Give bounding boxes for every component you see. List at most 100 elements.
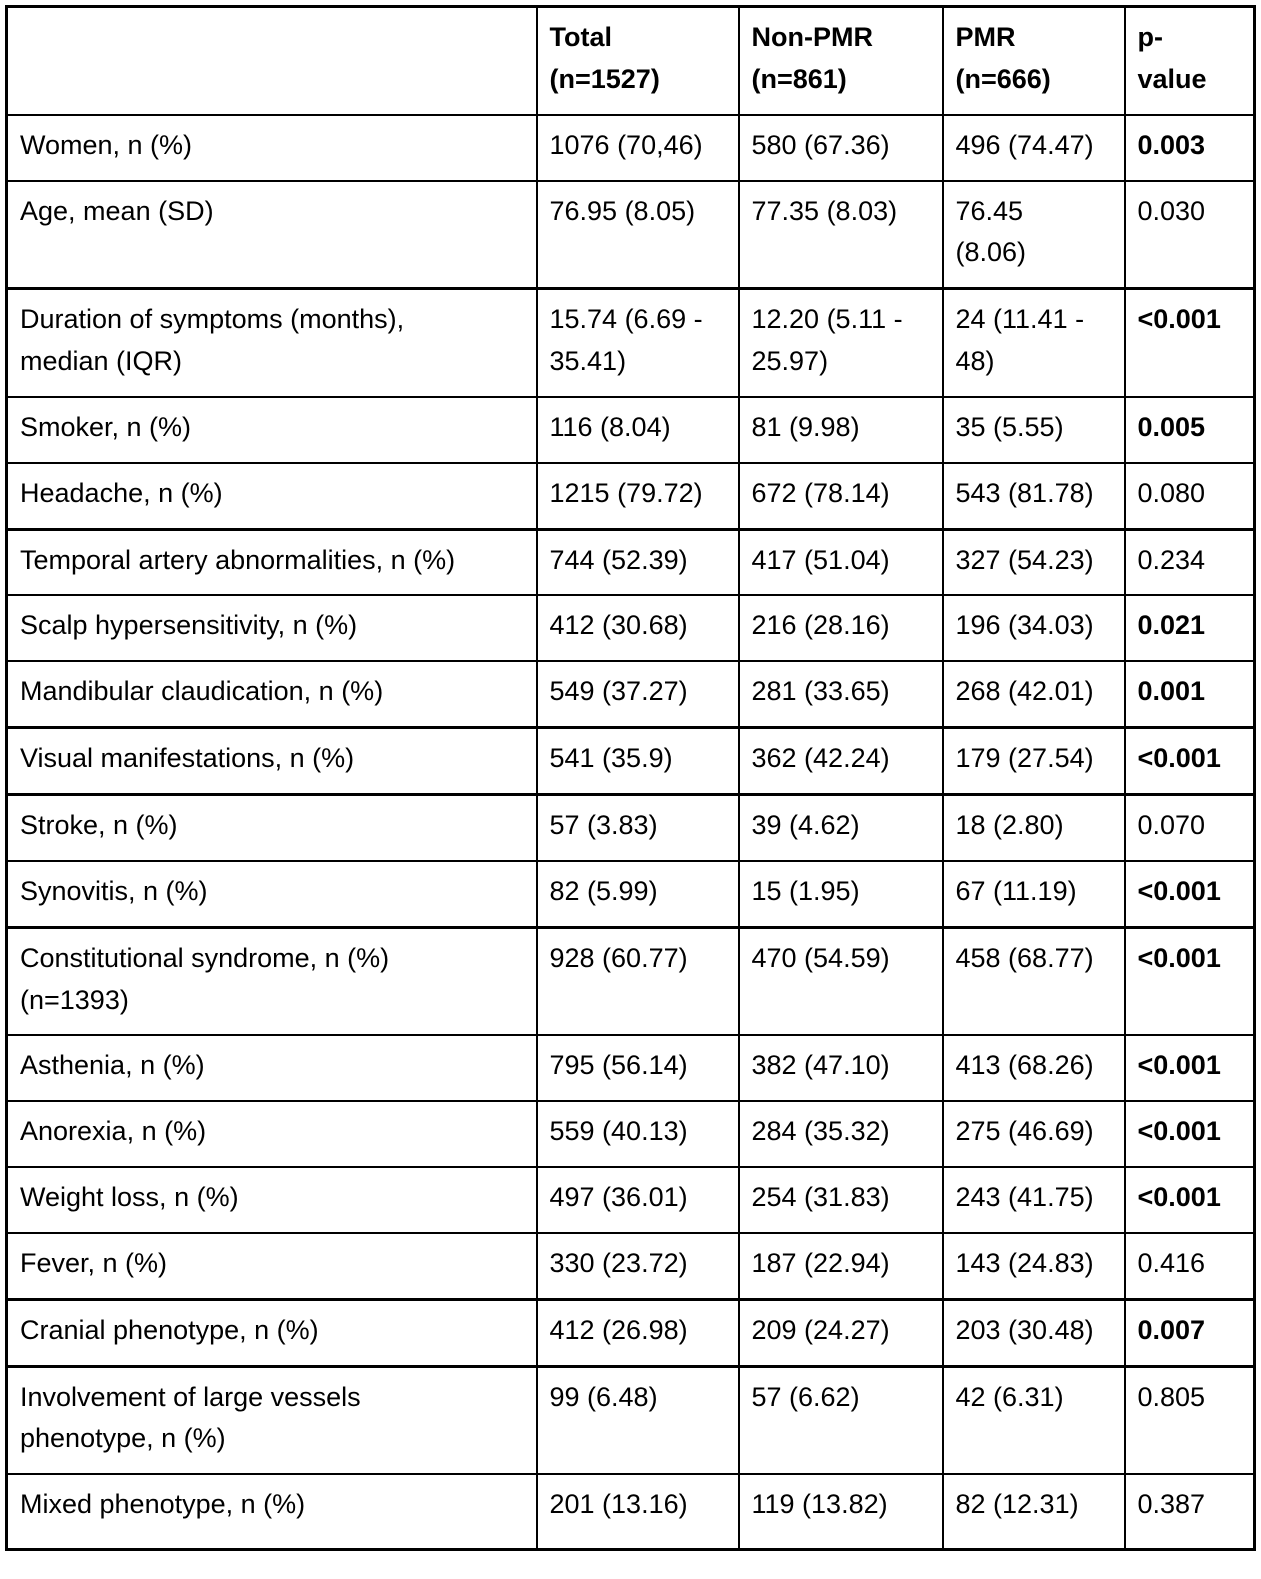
pmr-cell: 76.45 (8.06) (941, 179, 1126, 290)
non-pmr-cell: 15 (1.95) (737, 859, 944, 929)
row-label-cell: Smoker, n (%) (5, 395, 538, 464)
row-label-cell: Temporal artery abnormalities, n (%) (5, 527, 538, 597)
table-row: Age, mean (SD) 76.95 (8.05) 77.35 (8.03) 76… (5, 179, 1256, 290)
pmr-cell: 196 (34.03) (941, 594, 1126, 663)
non-pmr-cell: 470 (54.59) (737, 925, 944, 1037)
total-cell: 412 (30.68) (535, 594, 740, 663)
p-value-cell: 0.234 (1123, 527, 1256, 597)
table-row: Mixed phenotype, n (%) 201 (13.16) 119 (13… (5, 1473, 1256, 1551)
total-cell: 744 (52.39) (535, 527, 740, 597)
pmr-cell: 203 (30.48) (941, 1297, 1126, 1368)
total-cell: 1215 (79.72) (535, 461, 740, 531)
pmr-cell: 496 (74.47) (941, 113, 1126, 182)
row-label-cell: Headache, n (%) (5, 461, 538, 531)
non-pmr-cell: 209 (24.27) (737, 1297, 944, 1368)
p-value-cell: <0.001 (1123, 726, 1256, 796)
non-pmr-cell: 362 (42.24) (737, 726, 944, 796)
row-label-cell: Synovitis, n (%) (5, 859, 538, 929)
pmr-cell: 82 (12.31) (941, 1473, 1126, 1551)
table-row: Involvement of large vessels phenotype, … (5, 1364, 1256, 1476)
p-value-cell: <0.001 (1123, 1034, 1256, 1103)
pmr-cell: 42 (6.31) (941, 1364, 1126, 1476)
table-row: Anorexia, n (%) 559 (40.13) 284 (35.32) 275… (5, 1100, 1256, 1169)
non-pmr-cell: 12.20 (5.11 - 25.97) (737, 287, 944, 398)
non-pmr-cell: 77.35 (8.03) (737, 179, 944, 290)
table-row: Headache, n (%) 1215 (79.72) 672 (78.14) 54… (5, 461, 1256, 531)
non-pmr-cell: 57 (6.62) (737, 1364, 944, 1476)
table-row: Cranial phenotype, n (%) 412 (26.98) 209 (… (5, 1297, 1256, 1368)
column-header-total: Total (n=1527) (535, 5, 740, 116)
row-label-cell: Mandibular claudication, n (%) (5, 660, 538, 729)
non-pmr-cell: 382 (47.10) (737, 1034, 944, 1103)
row-label-cell: Anorexia, n (%) (5, 1100, 538, 1169)
non-pmr-cell: 417 (51.04) (737, 527, 944, 597)
total-cell: 15.74 (6.69 - 35.41) (535, 287, 740, 398)
p-value-cell: 0.007 (1123, 1297, 1256, 1368)
total-cell: 99 (6.48) (535, 1364, 740, 1476)
p-value-cell: 0.003 (1123, 113, 1256, 182)
p-value-cell: 0.021 (1123, 594, 1256, 663)
p-value-cell: 0.416 (1123, 1231, 1256, 1301)
row-label-cell: Women, n (%) (5, 113, 538, 182)
table-row: Smoker, n (%) 116 (8.04) 81 (9.98) 35 (5.55… (5, 395, 1256, 464)
row-label-cell: Cranial phenotype, n (%) (5, 1297, 538, 1368)
p-value-cell: <0.001 (1123, 859, 1256, 929)
total-cell: 795 (56.14) (535, 1034, 740, 1103)
total-cell: 412 (26.98) (535, 1297, 740, 1368)
p-value-cell: 0.805 (1123, 1364, 1256, 1476)
table-row: Weight loss, n (%) 497 (36.01) 254 (31.83)… (5, 1166, 1256, 1234)
column-header-p-value: p- value (1123, 5, 1256, 116)
pmr-cell: 327 (54.23) (941, 527, 1126, 597)
p-value-cell: 0.005 (1123, 395, 1256, 464)
table-row: Asthenia, n (%) 795 (56.14) 382 (47.10) 413… (5, 1034, 1256, 1103)
row-label-cell: Stroke, n (%) (5, 792, 538, 862)
header-row: Total (n=1527) Non-PMR (n=861) PMR (n=66… (5, 5, 1256, 116)
non-pmr-cell: 216 (28.16) (737, 594, 944, 663)
row-label-cell: Visual manifestations, n (%) (5, 726, 538, 796)
column-header-pmr: PMR (n=666) (941, 5, 1126, 116)
row-label-cell: Age, mean (SD) (5, 179, 538, 290)
non-pmr-cell: 254 (31.83) (737, 1166, 944, 1234)
pmr-cell: 543 (81.78) (941, 461, 1126, 531)
p-value-cell: <0.001 (1123, 1100, 1256, 1169)
p-value-cell: <0.001 (1123, 925, 1256, 1037)
table-row: Temporal artery abnormalities, n (%) 744 … (5, 527, 1256, 597)
row-label-cell: Constitutional syndrome, n (%) (n=1393) (5, 925, 538, 1037)
pmr-cell: 275 (46.69) (941, 1100, 1126, 1169)
row-label-cell: Scalp hypersensitivity, n (%) (5, 594, 538, 663)
row-label-cell: Duration of symptoms (months), median (I… (5, 287, 538, 398)
total-cell: 330 (23.72) (535, 1231, 740, 1301)
column-header-non-pmr: Non-PMR (n=861) (737, 5, 944, 116)
table-row: Visual manifestations, n (%) 541 (35.9) 36… (5, 726, 1256, 796)
p-value-cell: 0.080 (1123, 461, 1256, 531)
table-body: Women, n (%) 1076 (70,46) 580 (67.36) 496 (… (5, 113, 1256, 1551)
total-cell: 559 (40.13) (535, 1100, 740, 1169)
non-pmr-cell: 81 (9.98) (737, 395, 944, 464)
p-value-cell: 0.070 (1123, 792, 1256, 862)
p-value-cell: <0.001 (1123, 1166, 1256, 1234)
non-pmr-cell: 281 (33.65) (737, 660, 944, 729)
row-label-cell: Asthenia, n (%) (5, 1034, 538, 1103)
total-cell: 116 (8.04) (535, 395, 740, 464)
p-value-cell: <0.001 (1123, 287, 1256, 398)
pmr-cell: 243 (41.75) (941, 1166, 1126, 1234)
pmr-cell: 18 (2.80) (941, 792, 1126, 862)
non-pmr-cell: 672 (78.14) (737, 461, 944, 531)
non-pmr-cell: 284 (35.32) (737, 1100, 944, 1169)
p-value-cell: 0.001 (1123, 660, 1256, 729)
pmr-cell: 67 (11.19) (941, 859, 1126, 929)
column-header-empty (5, 5, 538, 116)
pmr-cell: 413 (68.26) (941, 1034, 1126, 1103)
non-pmr-cell: 39 (4.62) (737, 792, 944, 862)
row-label-cell: Fever, n (%) (5, 1231, 538, 1301)
total-cell: 82 (5.99) (535, 859, 740, 929)
pmr-cell: 458 (68.77) (941, 925, 1126, 1037)
table-row: Synovitis, n (%) 82 (5.99) 15 (1.95) 67 (11… (5, 859, 1256, 929)
row-label-cell: Involvement of large vessels phenotype, … (5, 1364, 538, 1476)
clinical-characteristics-table: Total (n=1527) Non-PMR (n=861) PMR (n=66… (5, 5, 1256, 1552)
non-pmr-cell: 580 (67.36) (737, 113, 944, 182)
total-cell: 76.95 (8.05) (535, 179, 740, 290)
total-cell: 201 (13.16) (535, 1473, 740, 1551)
table-header: Total (n=1527) Non-PMR (n=861) PMR (n=66… (5, 5, 1256, 116)
pmr-cell: 35 (5.55) (941, 395, 1126, 464)
